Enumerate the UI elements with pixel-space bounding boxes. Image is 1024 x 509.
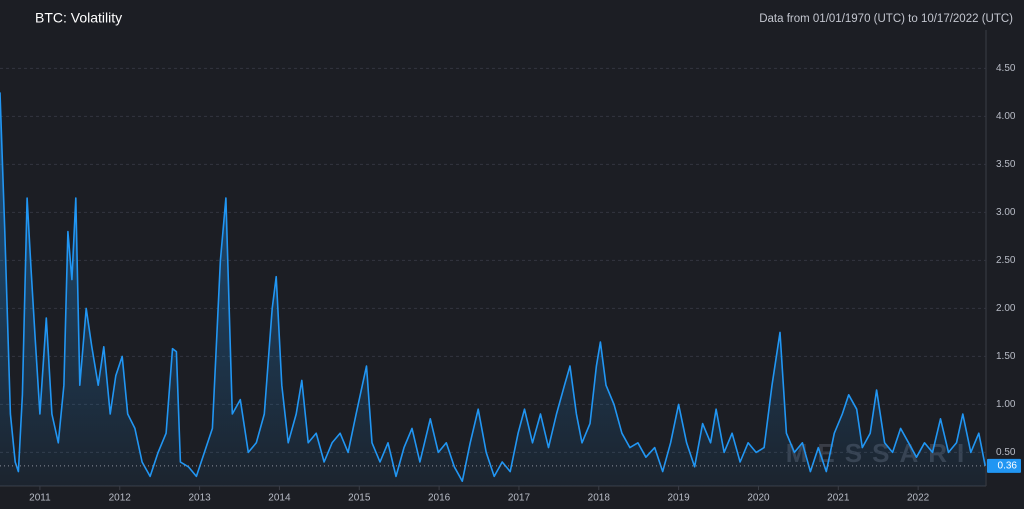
x-tick-label: 2021 xyxy=(827,493,850,504)
last-value-label: 0.36 xyxy=(998,460,1018,471)
x-tick-label: 2022 xyxy=(907,493,930,504)
area xyxy=(0,92,986,487)
y-tick-label: 4.00 xyxy=(996,111,1016,122)
y-tick-label: 2.00 xyxy=(996,303,1016,314)
x-tick-label: 2015 xyxy=(348,493,371,504)
x-tick-label: 2019 xyxy=(667,493,690,504)
x-tick-label: 2018 xyxy=(588,493,611,504)
y-tick-label: 0.50 xyxy=(996,447,1016,458)
last-value-box xyxy=(987,458,1021,473)
x-tick-label: 2014 xyxy=(268,493,291,504)
y-tick-label: 1.50 xyxy=(996,351,1016,362)
chart-title: BTC: Volatility xyxy=(35,10,122,26)
chart-subtitle: Data from 01/01/1970 (UTC) to 10/17/2022… xyxy=(759,13,1013,25)
x-tick-label: 2012 xyxy=(109,493,132,504)
y-tick-label: 3.50 xyxy=(996,159,1016,170)
y-tick-label: 2.50 xyxy=(996,255,1016,266)
y-tick-label: 4.50 xyxy=(996,63,1016,74)
x-tick-label: 2013 xyxy=(188,493,211,504)
x-tick-label: 2017 xyxy=(508,493,531,504)
x-tick-label: 2020 xyxy=(747,493,770,504)
x-tick-label: 2016 xyxy=(428,493,451,504)
line xyxy=(0,92,986,482)
y-tick-label: 3.00 xyxy=(996,207,1016,218)
x-tick-label: 2011 xyxy=(29,493,51,504)
y-tick-label: 1.00 xyxy=(996,399,1016,410)
